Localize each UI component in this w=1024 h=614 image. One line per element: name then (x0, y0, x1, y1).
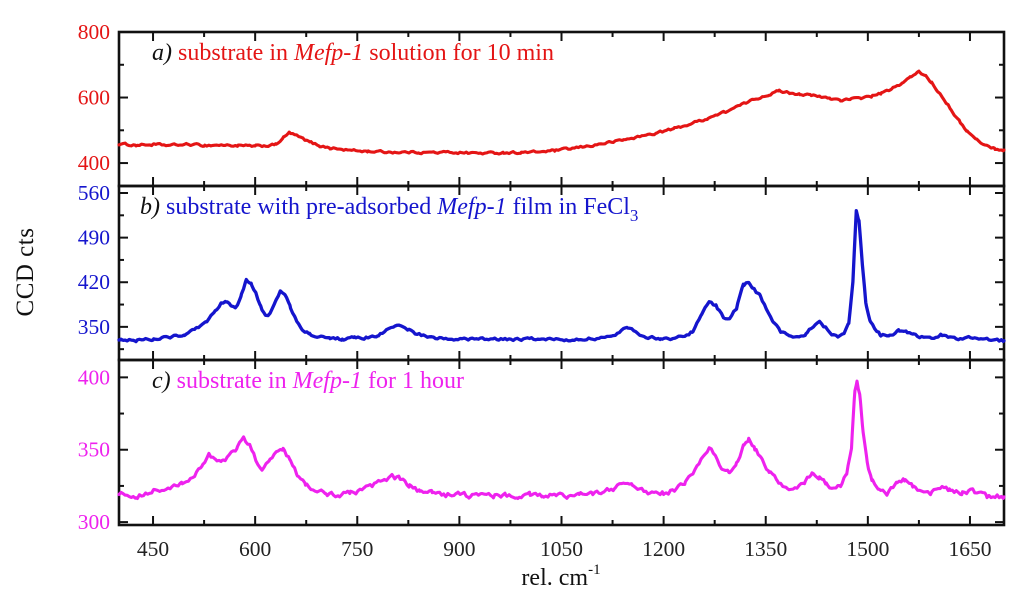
x-axis-label: rel. cm-1 (521, 562, 601, 592)
x-tick-label-900: 900 (443, 537, 475, 561)
x-tick-label-1350: 1350 (744, 537, 787, 561)
x-tick-label-1200: 1200 (642, 537, 685, 561)
y-tick-label-c-400: 400 (78, 365, 110, 389)
x-tick-label-1500: 1500 (846, 537, 889, 561)
x-axis-label-exponent: -1 (588, 562, 601, 578)
panel-b-curve (117, 208, 1006, 344)
panel-c-title-part: Mefp-1 (292, 368, 362, 394)
x-tick-label-1650: 1650 (948, 537, 991, 561)
panel-b-title-part: film in FeCl (507, 194, 631, 220)
y-tick-label-b-420: 420 (78, 270, 110, 294)
x-tick-label-750: 750 (341, 537, 373, 561)
y-tick-label-c-350: 350 (78, 438, 110, 462)
y-tick-label-c-300: 300 (78, 510, 110, 534)
y-tick-label-b-350: 350 (78, 315, 110, 339)
panel-b-title-part: Mefp-1 (436, 194, 506, 220)
x-tick-label-600: 600 (239, 537, 271, 561)
panel-b-title-part: 3 (630, 206, 639, 225)
panel-c-title-part: substrate in (177, 368, 293, 394)
x-tick-label-450: 450 (137, 537, 169, 561)
x-axis-label-main: rel. cm (521, 565, 589, 591)
x-tick-label-1050: 1050 (540, 537, 583, 561)
y-axis-label: CCD cts (12, 227, 39, 317)
panel-b-title-part: b) (140, 194, 166, 220)
panel-a-title-part: Mefp-1 (293, 40, 363, 66)
panel-c-title-part: for 1 hour (362, 368, 464, 394)
y-tick-label-a-600: 600 (78, 86, 110, 110)
panel-a-title-part: solution for 10 min (363, 40, 554, 66)
y-tick-label-b-560: 560 (78, 181, 110, 205)
panel-c-curve (117, 379, 1006, 501)
y-tick-label-a-400: 400 (78, 151, 110, 175)
panel-a-title-part: a) (152, 40, 178, 66)
panel-b-title: b) substrate with pre-adsorbed Mefp-1 fi… (140, 194, 638, 225)
y-tick-label-b-490: 490 (78, 226, 110, 250)
panel-b-title-part: substrate with pre-adsorbed (166, 194, 437, 220)
panel-c-title-part: c) (152, 368, 177, 394)
panel-a-title: a) substrate in Mefp-1 solution for 10 m… (152, 40, 554, 66)
panel-c-title: c) substrate in Mefp-1 for 1 hour (152, 368, 464, 394)
y-tick-label-a-800: 800 (78, 20, 110, 44)
panel-a-curve (117, 69, 1006, 156)
panel-a-title-part: substrate in (178, 40, 294, 66)
